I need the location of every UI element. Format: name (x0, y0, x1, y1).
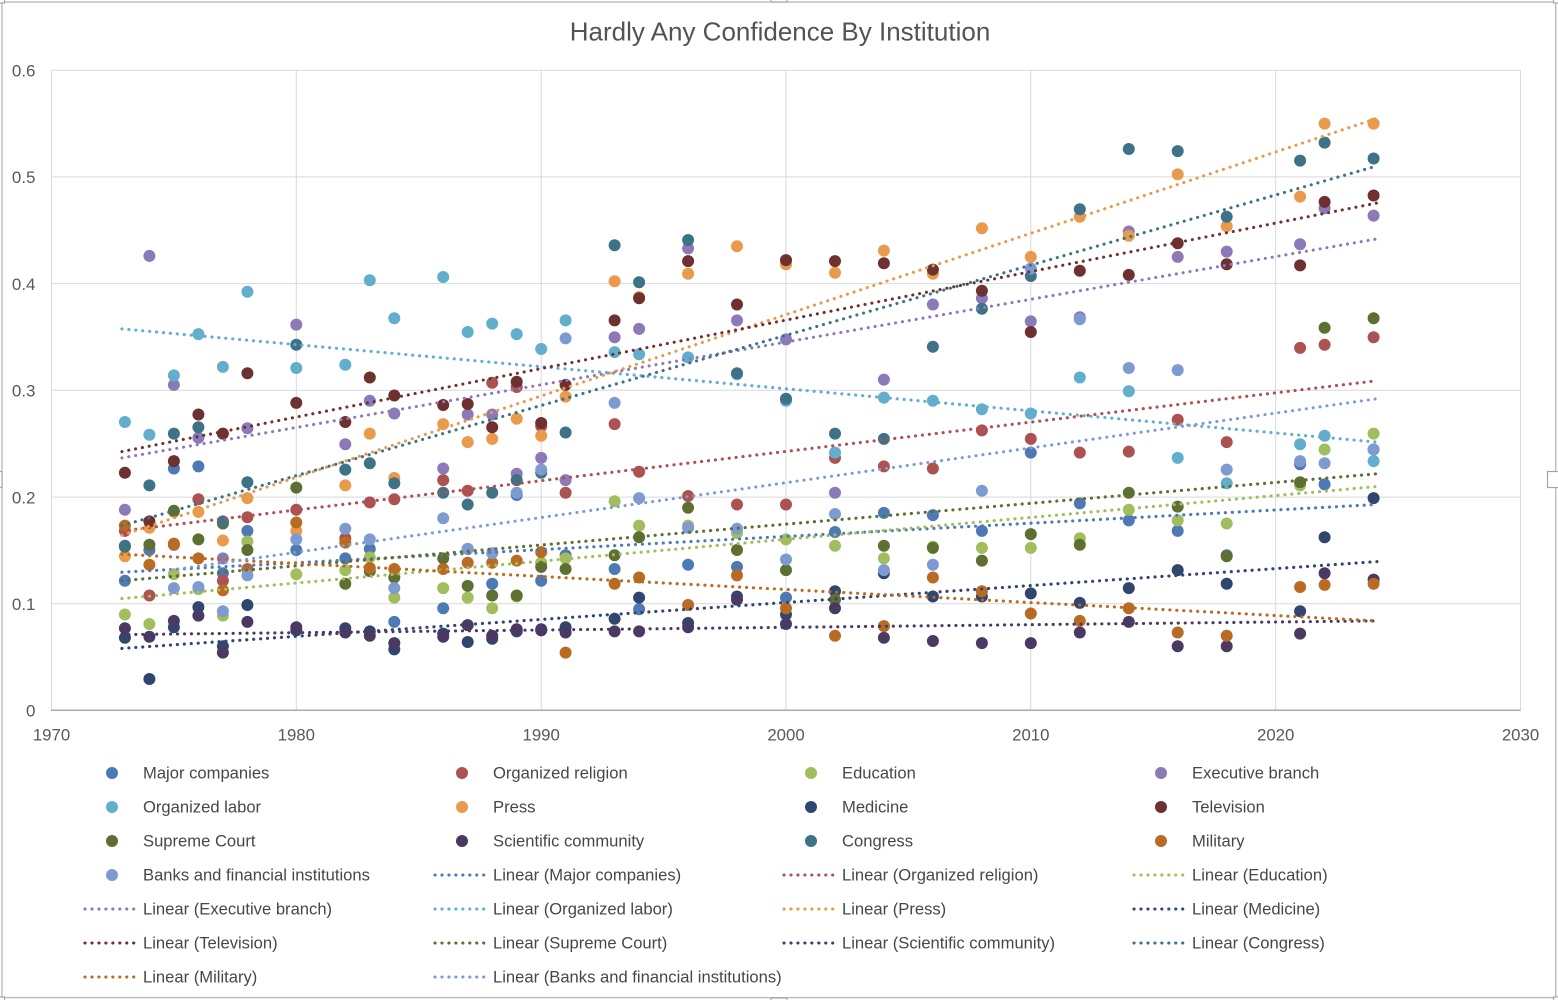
svg-text:Linear (Scientific community): Linear (Scientific community) (842, 934, 1055, 953)
svg-text:2010: 2010 (1012, 725, 1049, 744)
svg-text:0.1: 0.1 (12, 595, 36, 614)
svg-text:2020: 2020 (1257, 725, 1294, 744)
svg-text:0.5: 0.5 (12, 168, 36, 187)
svg-text:2030: 2030 (1502, 725, 1539, 744)
svg-text:1980: 1980 (278, 725, 315, 744)
svg-text:Linear (Television): Linear (Television) (143, 934, 278, 953)
svg-text:Linear (Executive branch): Linear (Executive branch) (143, 900, 332, 919)
svg-text:Scientific community: Scientific community (493, 832, 645, 851)
svg-text:Linear (Organized labor): Linear (Organized labor) (493, 900, 673, 919)
svg-text:Linear (Supreme Court): Linear (Supreme Court) (493, 934, 667, 953)
svg-text:Hardly Any Confidence By Insti: Hardly Any Confidence By Institution (570, 17, 991, 47)
svg-text:Supreme Court: Supreme Court (143, 832, 256, 851)
svg-text:Television: Television (1192, 798, 1265, 817)
svg-text:0.3: 0.3 (12, 382, 36, 401)
svg-text:Banks and financial institutio: Banks and financial institutions (143, 866, 370, 885)
svg-text:Linear (Congress): Linear (Congress) (1192, 934, 1325, 953)
svg-text:1990: 1990 (523, 725, 560, 744)
svg-text:0.4: 0.4 (12, 275, 36, 294)
svg-text:Medicine: Medicine (842, 798, 908, 817)
svg-text:Organized labor: Organized labor (143, 798, 262, 817)
svg-text:2000: 2000 (767, 725, 804, 744)
svg-text:Linear (Banks and financial in: Linear (Banks and financial institutions… (493, 968, 782, 987)
svg-text:0.6: 0.6 (12, 61, 36, 80)
svg-text:Military: Military (1192, 832, 1245, 851)
svg-text:0: 0 (26, 702, 35, 721)
svg-text:Education: Education (842, 764, 916, 783)
svg-text:Linear (Education): Linear (Education) (1192, 866, 1328, 885)
svg-text:0.2: 0.2 (12, 488, 36, 507)
svg-text:Linear (Medicine): Linear (Medicine) (1192, 900, 1320, 919)
svg-text:Linear (Major companies): Linear (Major companies) (493, 866, 681, 885)
svg-text:Linear (Press): Linear (Press) (842, 900, 946, 919)
svg-text:Major companies: Major companies (143, 764, 269, 783)
svg-text:Congress: Congress (842, 832, 913, 851)
svg-text:Linear (Military): Linear (Military) (143, 968, 257, 987)
svg-text:Executive branch: Executive branch (1192, 764, 1319, 783)
svg-text:1970: 1970 (33, 725, 70, 744)
svg-text:Linear (Organized religion): Linear (Organized religion) (842, 866, 1038, 885)
svg-text:Organized religion: Organized religion (493, 764, 628, 783)
svg-text:Press: Press (493, 798, 535, 817)
